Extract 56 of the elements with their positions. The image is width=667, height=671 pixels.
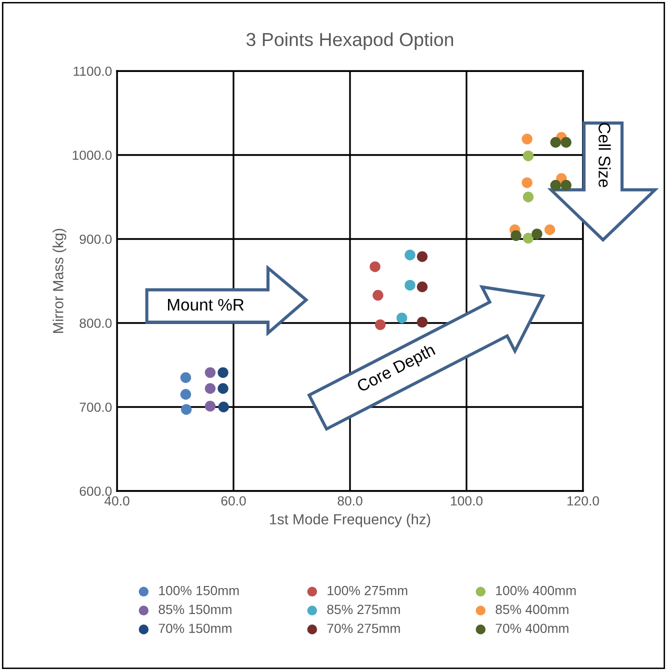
legend-label: 85% 150mm — [158, 604, 232, 614]
point — [560, 137, 572, 148]
point — [544, 224, 556, 236]
legend-label: 100% 150mm — [159, 586, 239, 596]
point — [218, 383, 228, 394]
y-tick-label: 1100.0 — [74, 66, 112, 76]
y-tick-label: 800.0 — [80, 318, 112, 328]
annotation: Core Depth — [356, 343, 438, 396]
point — [404, 250, 416, 260]
y-tick-label: 1000.0 — [72, 150, 112, 160]
point — [532, 228, 542, 240]
text: Cell Size — [598, 122, 611, 188]
point — [396, 312, 408, 324]
x-tick-label: 80.0 — [338, 496, 362, 506]
point — [522, 232, 534, 244]
legend-label: 85% 275mm — [327, 604, 400, 614]
point — [204, 367, 216, 378]
point — [522, 192, 534, 202]
point — [374, 319, 386, 330]
point — [180, 389, 192, 400]
point — [416, 282, 428, 292]
y-tick-label: 700.0 — [80, 402, 112, 412]
chart-title: 3 Points Hexapod Option — [246, 32, 454, 50]
point — [550, 137, 561, 148]
point — [522, 177, 532, 188]
point — [404, 280, 416, 291]
legend-label: 70% 275mm — [327, 624, 400, 634]
point — [218, 402, 229, 412]
point — [550, 180, 561, 191]
x-tick-label: 120.0 — [568, 496, 599, 506]
x-tick-label: 100.0 — [451, 496, 482, 506]
y-axis-title: Mirror Mass (kg) — [52, 228, 66, 333]
point — [522, 150, 534, 162]
point — [372, 290, 384, 301]
y-tick-label: 900.0 — [80, 234, 112, 244]
legend-label: 70% 150mm — [158, 624, 232, 634]
point — [218, 367, 228, 378]
x-tick-label: 40.0 — [104, 496, 130, 506]
point — [416, 316, 428, 328]
x-axis-title: 1st Mode Frequency (hz) — [270, 514, 430, 528]
legend-label: 85% 400mm — [496, 604, 568, 614]
point — [204, 383, 216, 394]
y-tick-label: 600.0 — [80, 486, 112, 496]
point — [204, 400, 216, 412]
point — [180, 372, 192, 383]
point — [510, 230, 522, 241]
point — [370, 261, 380, 272]
point — [522, 134, 532, 144]
point — [416, 251, 428, 262]
legend-label: 100% 275mm — [328, 586, 408, 596]
point — [180, 404, 192, 415]
annotation: Mount %R — [168, 298, 244, 311]
legend-label: 70% 400mm — [496, 624, 568, 634]
point — [560, 180, 572, 191]
x-tick-label: 60.0 — [221, 496, 246, 506]
legend-label: 100% 400mm — [496, 586, 576, 596]
